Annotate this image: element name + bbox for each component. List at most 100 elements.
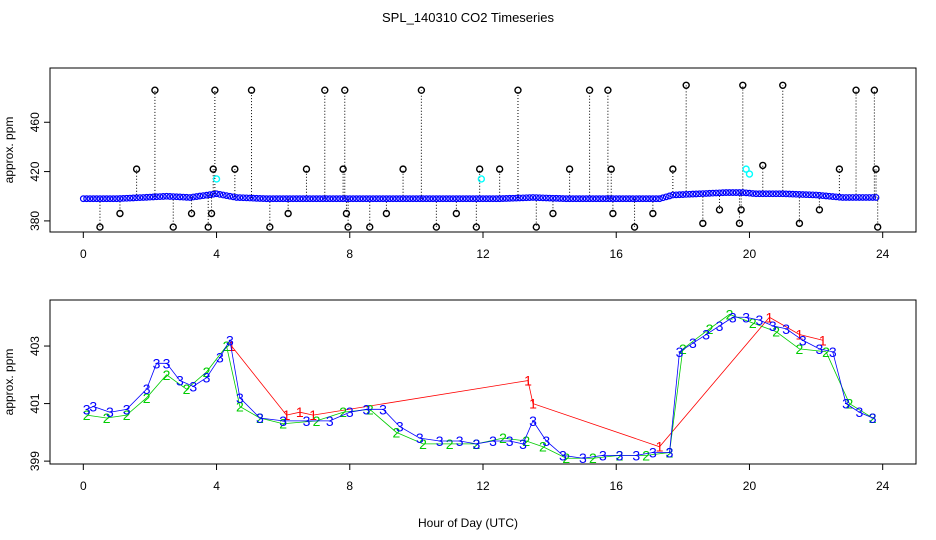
baseline-point [173, 193, 180, 201]
baseline-point [692, 190, 700, 198]
spike-point [682, 81, 690, 89]
baseline-point [223, 192, 230, 200]
baseline-point [759, 190, 767, 198]
baseline-point [502, 195, 510, 202]
baseline-point [532, 194, 540, 201]
baseline-point [236, 194, 244, 202]
baseline-point [726, 189, 733, 196]
series-1-point: 1 [796, 327, 804, 343]
baseline-point [349, 195, 357, 203]
baseline-point [276, 195, 284, 203]
top-plot-frame [49, 67, 917, 233]
baseline-point [872, 194, 880, 201]
spike-point [209, 165, 217, 173]
baseline-point [353, 195, 360, 203]
baseline-point [779, 190, 787, 198]
spike-point [116, 209, 124, 218]
spike-point [795, 219, 804, 228]
baseline-point [712, 189, 720, 197]
bottom-x-tick-label: 16 [610, 479, 624, 493]
baseline-point [809, 191, 817, 199]
baseline-point [739, 189, 747, 196]
series-3-point: 3 [489, 433, 497, 449]
spike-point [475, 165, 484, 173]
top-x-tick-label: 12 [476, 247, 490, 261]
baseline-point [642, 195, 650, 203]
baseline-point [439, 195, 447, 203]
baseline-point [459, 195, 467, 203]
spike-point [835, 165, 844, 173]
baseline-point [796, 190, 803, 198]
series-3-point: 3 [326, 413, 334, 429]
series-2-point: 2 [203, 364, 211, 380]
series-2-point: 2 [393, 424, 401, 440]
baseline-point [86, 195, 94, 203]
baseline-point [169, 193, 177, 200]
chart-title: SPL_140310 CO2 Timeseries [382, 10, 554, 25]
baseline-point [835, 193, 843, 201]
baseline-point [649, 195, 657, 203]
flagged-point [477, 175, 486, 183]
baseline-point [762, 190, 770, 198]
series-3-point: 3 [176, 373, 184, 389]
baseline-point [426, 195, 434, 203]
baseline-point [83, 195, 91, 203]
baseline-point [522, 194, 530, 202]
baseline-point [326, 195, 334, 203]
baseline-point [239, 194, 247, 202]
baseline-point [622, 195, 630, 203]
series-3-point: 3 [379, 401, 387, 417]
baseline-point [149, 193, 157, 201]
baseline-point [189, 193, 197, 201]
baseline-point [396, 195, 404, 203]
series-3-point: 3 [782, 321, 790, 337]
baseline-point [389, 195, 397, 203]
baseline-point [752, 190, 760, 198]
baseline-point [636, 195, 643, 203]
spike-point [715, 206, 724, 214]
spike-point [151, 86, 159, 94]
baseline-point [89, 195, 97, 203]
bottom-x-tick-label: 20 [743, 479, 757, 493]
spike-point [565, 165, 574, 173]
spike-point [432, 223, 441, 231]
baseline-point [772, 190, 780, 198]
series-2-point: 2 [679, 341, 687, 357]
series-3-point: 3 [649, 444, 657, 460]
series-3-point: 3 [869, 410, 877, 426]
flagged-point [212, 175, 221, 183]
series-3-point: 3 [163, 355, 171, 371]
spike-point [382, 209, 391, 218]
baseline-point [466, 195, 474, 203]
baseline-point [293, 195, 300, 203]
baseline-point [766, 190, 773, 198]
baseline-point [136, 194, 144, 202]
baseline-point [203, 191, 210, 199]
baseline-point [549, 194, 557, 202]
baseline-point [489, 195, 497, 203]
spike-point [604, 86, 612, 94]
spike-point [514, 86, 522, 94]
baseline-point [656, 195, 663, 203]
baseline-point [579, 195, 587, 203]
spike-point [735, 219, 744, 228]
baseline-point [186, 194, 194, 201]
series-3-point: 3 [559, 447, 567, 463]
series-3-point: 3 [842, 396, 850, 412]
baseline-point [722, 189, 730, 196]
baseline-point [499, 195, 507, 202]
baseline-point [323, 195, 330, 203]
baseline-point [429, 195, 437, 203]
baseline-point [776, 190, 783, 198]
baseline-point [769, 190, 777, 198]
series-1-point: 1 [296, 404, 304, 420]
baseline-point [303, 195, 310, 203]
bottom-x-tick-label: 12 [476, 479, 490, 493]
baseline-point [696, 190, 703, 198]
baseline-point [559, 195, 567, 202]
baseline-point [269, 195, 277, 203]
baseline-point [93, 195, 101, 203]
baseline-point [662, 193, 670, 201]
series-2-point: 2 [83, 407, 91, 423]
baseline-point [196, 192, 204, 200]
